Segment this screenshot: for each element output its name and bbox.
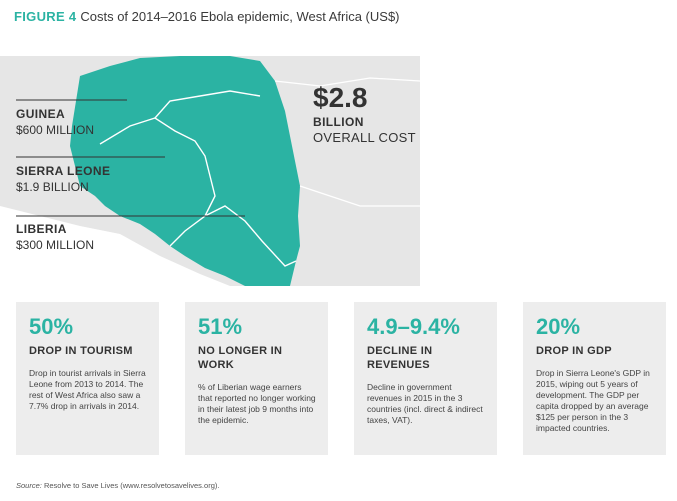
figure-title-text: Costs of 2014–2016 Ebola epidemic, West … xyxy=(80,9,400,24)
overall-cost-label: OVERALL COST xyxy=(313,130,416,145)
country-name: LIBERIA xyxy=(16,222,67,236)
guinea-label: GUINEA $600 MILLION xyxy=(16,106,94,138)
sierra-leone-label: SIERRA LEONE $1.9 BILLION xyxy=(16,163,110,195)
overall-cost-amount: $2.8 xyxy=(313,82,368,113)
country-cost: $600 MILLION xyxy=(16,123,95,137)
stat-heading: DROP IN GDP xyxy=(536,345,612,357)
neighbor-border-north xyxy=(274,77,420,87)
country-cost: $1.9 BILLION xyxy=(16,180,89,194)
figure-title: FIGURE 4 Costs of 2014–2016 Ebola epidemi… xyxy=(14,9,400,24)
guinea-inner-border xyxy=(154,90,261,119)
liberia-label: LIBERIA $300 MILLION xyxy=(16,221,94,253)
stat-card-tourism: 50% DROP IN TOURISM Drop in tourist arri… xyxy=(16,302,159,455)
stat-description: Drop in Sierra Leone's GDP in 2015, wipi… xyxy=(536,368,650,433)
liberia-border xyxy=(204,205,297,267)
ocean-region xyxy=(0,206,230,286)
stat-description: Drop in tourist arrivals in Sierra Leone… xyxy=(29,368,146,411)
affected-countries-shape xyxy=(70,56,300,286)
stat-description: % of Liberian wage earners that reported… xyxy=(198,382,316,425)
overall-cost: $2.8 BILLION OVERALL COST xyxy=(313,82,416,146)
stat-value: 20% xyxy=(536,314,581,339)
country-cost: $300 MILLION xyxy=(16,238,95,252)
source-label: Source: xyxy=(16,481,42,490)
stat-heading: DECLINE IN REVENUES xyxy=(367,345,433,371)
stat-heading: DROP IN TOURISM xyxy=(29,345,133,357)
overall-cost-unit: BILLION xyxy=(313,115,364,129)
neighbor-border xyxy=(299,185,420,207)
stat-value: 51% xyxy=(198,314,243,339)
country-name: GUINEA xyxy=(16,107,66,121)
stat-value: 4.9–9.4% xyxy=(367,314,460,339)
stat-description: Decline in government revenues in 2015 i… xyxy=(367,382,483,425)
sierra-leone-border xyxy=(99,117,216,247)
stat-card-work: 51% NO LONGER IN WORK % of Liberian wage… xyxy=(185,302,328,455)
stat-value: 50% xyxy=(29,314,74,339)
source-note: Source: Resolve to Save Lives (www.resol… xyxy=(16,481,219,490)
stat-card-gdp: 20% DROP IN GDP Drop in Sierra Leone's G… xyxy=(523,302,666,455)
west-africa-map xyxy=(0,56,420,286)
stat-card-revenues: 4.9–9.4% DECLINE IN REVENUES Decline in … xyxy=(354,302,497,455)
country-name: SIERRA LEONE xyxy=(16,164,111,178)
stat-heading: NO LONGER IN WORK xyxy=(198,345,283,371)
figure-label: FIGURE 4 xyxy=(14,9,77,24)
source-text: Resolve to Save Lives (www.resolvetosave… xyxy=(43,481,220,490)
